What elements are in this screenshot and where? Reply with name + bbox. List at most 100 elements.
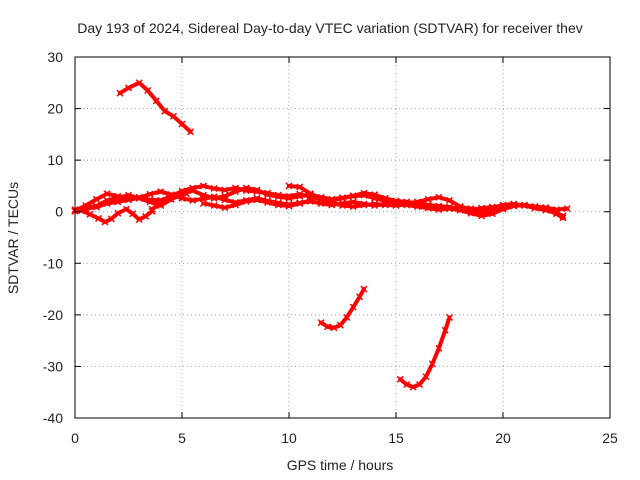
y-axis-label: SDTVAR / TECUs <box>5 182 21 294</box>
y-tick-label: 0 <box>55 204 63 220</box>
data-point <box>424 201 432 210</box>
data-point <box>157 200 165 208</box>
series-arc-f <box>199 196 314 212</box>
data-point <box>563 205 571 213</box>
data-point <box>264 191 272 199</box>
data-point <box>187 128 195 136</box>
data-point <box>445 196 454 204</box>
y-tick-label: 10 <box>47 152 63 168</box>
y-tick-label: -20 <box>43 307 63 323</box>
data-point <box>210 184 218 193</box>
data-point <box>285 194 293 202</box>
data-point <box>146 190 154 198</box>
data-point <box>253 186 261 194</box>
data-point <box>478 206 486 214</box>
x-tick-label: 20 <box>495 430 511 446</box>
x-tick-label: 5 <box>178 430 186 446</box>
data-point <box>413 199 421 207</box>
data-point <box>520 201 528 209</box>
data-point <box>169 112 177 120</box>
data-point <box>142 212 150 220</box>
data-point <box>330 324 338 332</box>
data-point <box>210 201 218 210</box>
data-point <box>552 210 561 218</box>
data-point <box>242 184 250 192</box>
data-point <box>409 383 417 391</box>
data-point <box>456 206 464 214</box>
data-point <box>174 192 182 200</box>
data-point <box>542 205 550 213</box>
data-point <box>306 190 314 198</box>
data-point <box>381 194 389 202</box>
y-tick-label: 20 <box>47 101 63 117</box>
data-point <box>296 199 304 207</box>
x-axis-label: GPS time / hours <box>287 457 394 473</box>
data-point <box>445 313 454 321</box>
y-tick-label: -30 <box>43 358 63 374</box>
data-point <box>135 79 143 87</box>
data-point <box>531 203 539 211</box>
data-point <box>124 196 133 204</box>
data-point <box>103 199 111 207</box>
data-point <box>336 321 344 329</box>
data-point <box>86 210 94 218</box>
data-point <box>178 120 186 128</box>
data-point <box>101 218 109 226</box>
data-point <box>221 204 229 212</box>
data-point <box>435 193 443 201</box>
y-tick-label: 30 <box>47 49 63 65</box>
data-point <box>416 380 424 389</box>
data-point <box>157 188 165 196</box>
x-tick-label: 25 <box>602 430 618 446</box>
data-point <box>488 204 496 212</box>
data-point <box>122 205 130 213</box>
data-point <box>323 323 332 331</box>
data-point <box>103 190 111 198</box>
data-point <box>199 199 207 207</box>
data-point <box>338 194 347 202</box>
data-point <box>392 201 400 210</box>
data-point <box>231 188 240 196</box>
data-point <box>221 196 229 204</box>
data-point <box>371 191 379 199</box>
data-point <box>435 344 443 352</box>
y-tick-label: -40 <box>43 410 63 426</box>
data-point <box>161 107 169 115</box>
data-point <box>210 193 218 201</box>
series-arc-minus-22 <box>317 285 368 332</box>
data-point <box>144 86 152 95</box>
data-point <box>478 212 486 220</box>
data-point <box>360 285 368 293</box>
data-point <box>317 194 325 202</box>
data-point <box>274 201 282 209</box>
grid <box>75 57 610 418</box>
data-point <box>124 84 133 92</box>
data-point <box>135 194 143 202</box>
data-point <box>114 209 122 217</box>
data-point <box>189 187 197 195</box>
data-point <box>424 195 432 203</box>
data-point <box>306 196 314 204</box>
data-point <box>349 192 357 200</box>
data-point <box>253 196 261 204</box>
series-arc-minus-33 <box>396 313 454 391</box>
data-point <box>381 201 389 209</box>
chart-title: Day 193 of 2024, Sidereal Day-to-day VTE… <box>77 20 583 36</box>
series-arc-c <box>71 188 567 220</box>
data-point <box>296 183 304 191</box>
data-point <box>296 192 304 200</box>
x-tick-label: 10 <box>281 430 297 446</box>
data-point <box>135 215 143 223</box>
data-point <box>559 214 567 222</box>
y-tick-label: -10 <box>43 255 63 271</box>
series-arc-e <box>148 190 190 213</box>
data-point <box>360 189 368 197</box>
data-point <box>510 202 518 210</box>
series-arc-g <box>285 182 567 222</box>
x-tick-label: 15 <box>388 430 404 446</box>
axis-ticks: 0 5 10 15 20 25 -40 -30 -20 -10 0 10 20 30 <box>43 49 618 446</box>
data-point <box>199 182 207 190</box>
data-point <box>360 201 368 209</box>
data-point <box>328 198 336 206</box>
